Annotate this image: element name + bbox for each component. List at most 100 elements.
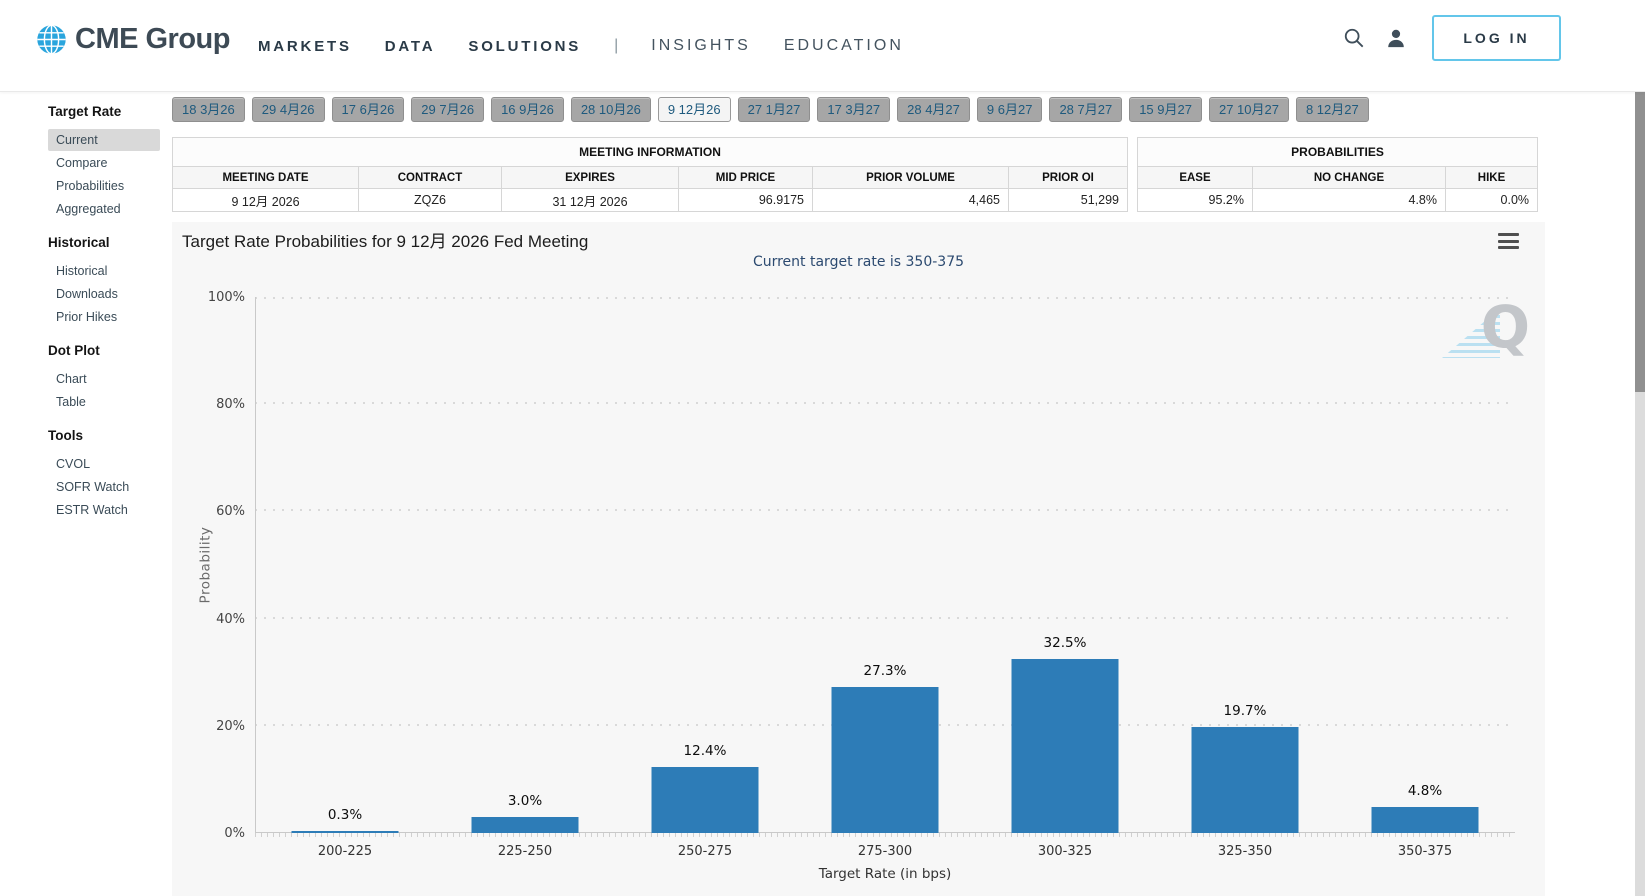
gridline [255, 297, 1515, 299]
sidebar-item-aggregated[interactable]: Aggregated [56, 202, 121, 216]
y-axis-line [255, 297, 256, 833]
meeting-tab[interactable]: 29 7月26 [411, 97, 485, 122]
contract-value: ZQZ6 [358, 188, 502, 212]
bar-group-300-325: 32.5% 300-325 [975, 297, 1155, 859]
col-prior-volume: PRIOR VOLUME [812, 166, 1009, 189]
sidebar-item-historical[interactable]: Historical [56, 264, 108, 278]
bar [291, 831, 399, 833]
user-icon[interactable] [1385, 27, 1407, 49]
gridline [255, 616, 1515, 619]
meeting-tab[interactable]: 29 4月26 [251, 97, 325, 122]
y-tick-80: 80% [216, 397, 245, 413]
sidebar-item-current[interactable]: Current [48, 129, 160, 151]
sidebar-item-compare[interactable]: Compare [56, 156, 108, 170]
bar-group-250-275: 12.4% 250-275 [615, 297, 795, 859]
x-tick-label: 225-250 [497, 844, 553, 859]
meeting-tab[interactable]: 28 4月27 [897, 97, 970, 122]
nav-markets[interactable]: MARKETS [258, 37, 352, 55]
meeting-tab[interactable]: 17 3月27 [817, 97, 891, 122]
x-tick-label: 350-375 [1397, 844, 1453, 859]
meeting-tab[interactable]: 8 12月27 [1295, 97, 1369, 122]
sidebar: Target Rate Current Compare Probabilitie… [48, 103, 160, 535]
nav-solutions[interactable]: SOLUTIONS [468, 37, 582, 55]
sidebar-item-downloads[interactable]: Downloads [56, 287, 118, 301]
cme-group-logo[interactable]: CME Group [36, 23, 231, 56]
vertical-scrollbar[interactable] [1635, 92, 1645, 896]
plot-area: Probability 0% 20% 40% 60% 80% 100% 0.3%… [197, 290, 1515, 882]
bar [651, 766, 759, 833]
no-change-value: 4.8% [1252, 188, 1446, 212]
nav-education[interactable]: EDUCATION [783, 37, 904, 54]
bar-value-label: 12.4% [683, 742, 727, 759]
meeting-tab[interactable]: 28 10月26 [570, 97, 651, 122]
meeting-tab[interactable]: 15 9月27 [1129, 97, 1202, 122]
meeting-tab-selected[interactable]: 9 12月26 [657, 97, 731, 122]
bar-group-275-300: 27.3% 275-300 [795, 297, 975, 859]
bar-group-325-350: 19.7% 325-350 [1155, 297, 1335, 859]
x-tick-label: 325-350 [1217, 844, 1273, 859]
bar-group-350-375: 4.8% 350-375 [1335, 297, 1515, 859]
log-in-button[interactable]: LOG IN [1432, 15, 1561, 61]
chart-title: Target Rate Probabilities for 9 12月 2026… [182, 232, 589, 251]
col-ease: EASE [1137, 166, 1253, 189]
meeting-tab[interactable]: 17 6月26 [331, 97, 405, 122]
search-icon[interactable] [1343, 27, 1365, 49]
top-navigation-bar: CME Group MARKETS DATA SOLUTIONS | INSIG… [0, 0, 1645, 92]
x-tick-label: 300-325 [1037, 844, 1093, 859]
hike-value: 0.0% [1444, 188, 1539, 212]
y-tick-60: 60% [216, 504, 245, 520]
sidebar-item-chart[interactable]: Chart [56, 372, 87, 386]
bar-value-label: 3.0% [507, 792, 543, 809]
chart-menu-icon[interactable] [1498, 233, 1519, 249]
col-no-change: NO CHANGE [1252, 166, 1446, 189]
sidebar-heading-historical: Historical [48, 235, 110, 250]
bar-group-200-225: 0.3% 200-225 [255, 297, 435, 859]
y-tick-100: 100% [207, 290, 245, 305]
bar-value-label: 4.8% [1407, 783, 1443, 800]
meeting-tab[interactable]: 28 7月27 [1049, 97, 1123, 122]
bar-value-label: 27.3% [863, 662, 907, 679]
scrollbar-thumb[interactable] [1635, 92, 1645, 392]
sidebar-heading-dot-plot: Dot Plot [48, 343, 100, 358]
meeting-tab[interactable]: 18 3月26 [172, 97, 245, 122]
meeting-info-row: 9 12月 2026 ZQZ6 31 12月 2026 96.9175 4,46… [172, 188, 1128, 212]
gridline [255, 509, 1515, 512]
y-axis-title: Probability [197, 526, 214, 604]
bar-value-label: 19.7% [1223, 703, 1267, 720]
nav-insights[interactable]: INSIGHTS [651, 37, 751, 54]
bar-group-225-250: 3.0% 225-250 [435, 297, 615, 859]
col-contract: CONTRACT [358, 166, 502, 189]
bar [471, 816, 579, 833]
globe-icon [37, 24, 66, 55]
chart-subtitle: Current target rate is 350-375 [752, 254, 965, 270]
sidebar-item-probabilities[interactable]: Probabilities [56, 179, 125, 193]
meeting-tab[interactable]: 16 9月26 [491, 97, 564, 122]
x-tick-label: 200-225 [317, 844, 373, 859]
meeting-tab[interactable]: 27 10月27 [1208, 97, 1289, 122]
watermark-q: Q [1480, 293, 1530, 361]
ease-value: 95.2% [1137, 188, 1253, 212]
quikstrike-watermark: Q [1442, 293, 1530, 362]
meeting-information-table: MEETING INFORMATION MEETING DATE CONTRAC… [172, 137, 1128, 212]
col-hike: HIKE [1444, 166, 1539, 189]
sidebar-item-prior-hikes[interactable]: Prior Hikes [56, 310, 118, 324]
bar [1191, 727, 1299, 833]
meeting-tab[interactable]: 9 6月27 [976, 97, 1043, 122]
sidebar-item-sofr-watch[interactable]: SOFR Watch [56, 480, 130, 494]
x-tick-label: 250-275 [677, 844, 733, 859]
bar [1011, 658, 1119, 833]
col-mid-price: MID PRICE [678, 166, 813, 189]
prior-oi-value: 51,299 [1008, 188, 1128, 212]
sidebar-item-estr-watch[interactable]: ESTR Watch [56, 503, 128, 517]
sidebar-item-table[interactable]: Table [56, 395, 86, 409]
sidebar-heading-tools: Tools [48, 428, 83, 443]
col-expires: EXPIRES [501, 166, 679, 189]
logo-text: CME Group [75, 23, 231, 55]
meeting-date-value: 9 12月 2026 [172, 188, 359, 212]
gridline [255, 402, 1515, 405]
nav-data[interactable]: DATA [384, 37, 436, 55]
mid-price-value: 96.9175 [678, 188, 813, 212]
sidebar-item-cvol[interactable]: CVOL [56, 457, 91, 471]
col-prior-oi: PRIOR OI [1008, 166, 1128, 189]
meeting-tab[interactable]: 27 1月27 [737, 97, 811, 122]
